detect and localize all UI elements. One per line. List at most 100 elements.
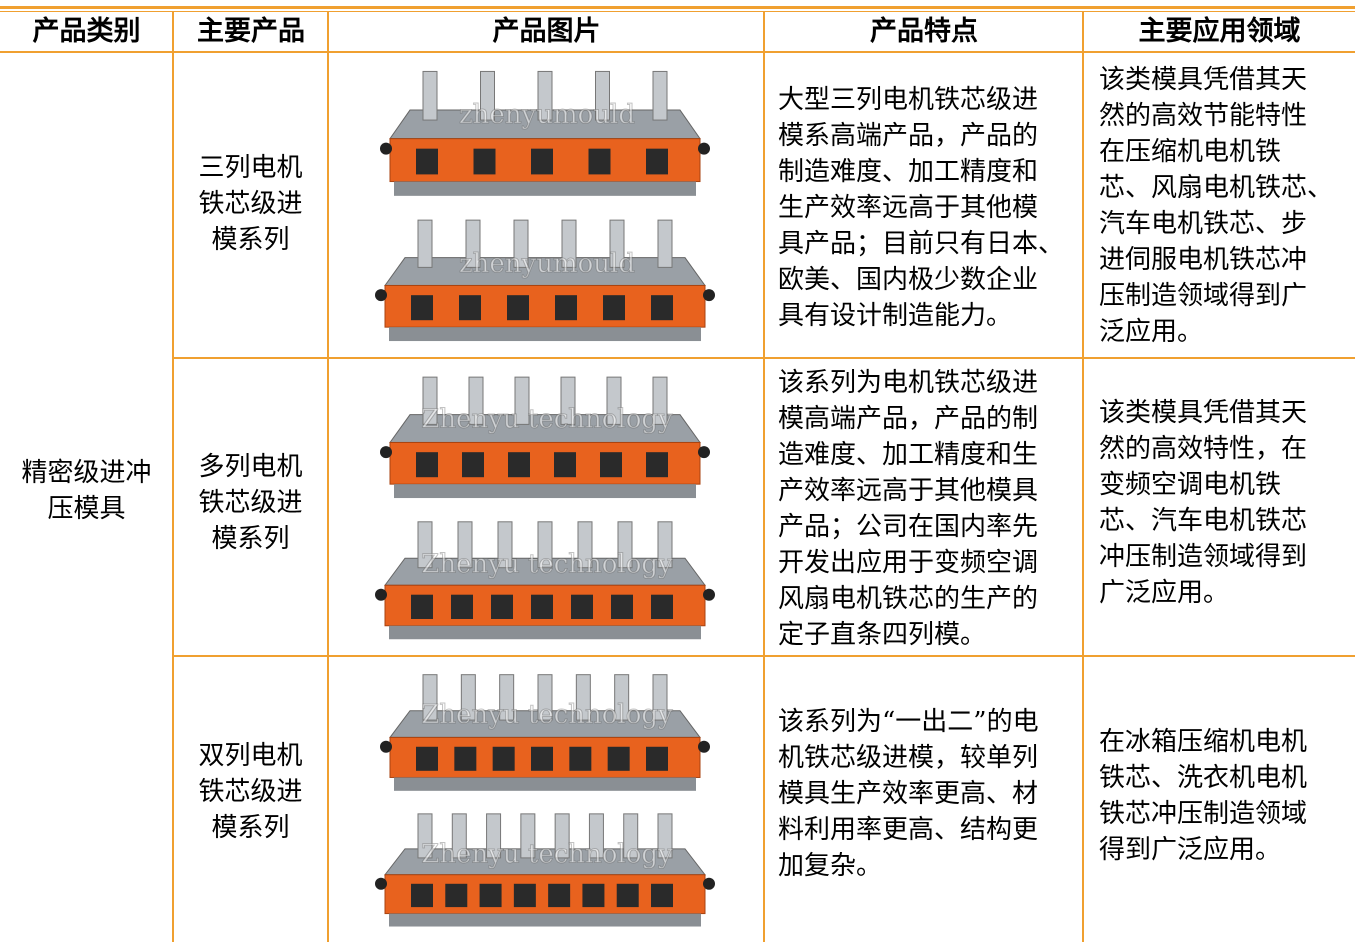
product-cell: 多列电机 铁芯级进 模系列: [173, 449, 328, 557]
die-part: [555, 295, 577, 321]
header-cell: 主要产品: [197, 16, 305, 47]
text-line: 芯、汽车电机铁芯: [1099, 506, 1308, 536]
die-part: [417, 813, 433, 859]
applications-cell: 该类模具凭借其天 然的高效特性，在 变频空调电机铁 芯、汽车电机铁芯 冲压制造领域得到广…: [1099, 395, 1355, 611]
watermark: zhenyumould: [459, 100, 635, 130]
die-part: [375, 877, 387, 890]
die-part: [703, 588, 715, 601]
die-part: [531, 746, 553, 771]
applications-cell: 该类模具凭借其天 然的高效节能特性 在压缩机电机铁 芯、风扇电机铁芯、 汽车电机铁芯、步…: [1099, 62, 1355, 350]
text-line: 产效率远高于其他模具: [778, 476, 1039, 506]
text-line: 铁芯冲压制造领域: [1099, 799, 1308, 829]
die-part: [575, 674, 591, 721]
die-part: [600, 452, 622, 478]
die-part: [554, 452, 576, 478]
die-part: [554, 813, 570, 859]
text-line: 具产品；目前只有日本、: [778, 229, 1065, 259]
die-part: [623, 813, 639, 859]
die-part: [394, 181, 696, 196]
die-part: [394, 484, 696, 499]
text-line: 三列电机: [198, 153, 303, 183]
text-line: 该类模具凭借其天: [1099, 65, 1308, 95]
die-part: [657, 813, 673, 859]
header-divider: [327, 12, 329, 52]
product-cell: 三列电机 铁芯级进 模系列: [173, 150, 328, 258]
die-part: [416, 148, 438, 175]
column-divider: [327, 52, 329, 942]
text-line: 在冰箱压缩机电机: [1099, 727, 1308, 757]
die-part: [497, 521, 513, 569]
die-part: [513, 883, 536, 908]
die-part: [457, 521, 473, 569]
header-cell: 产品特点: [870, 16, 978, 47]
header-cell: 产品类别: [32, 16, 141, 47]
text-line: 双列电机: [198, 741, 303, 771]
die-part: [652, 70, 668, 121]
column-divider: [1082, 52, 1084, 942]
die-part: [652, 674, 668, 721]
text-line: 汽车电机铁芯、步: [1099, 209, 1308, 239]
text-line: 在压缩机电机铁: [1099, 137, 1282, 167]
die-part: [513, 219, 529, 268]
die-part: [468, 376, 484, 425]
column-divider: [172, 52, 174, 942]
die-part: [380, 740, 392, 753]
die-part: [607, 746, 630, 771]
die-part: [531, 594, 553, 619]
text-line: 该系列为电机铁芯级进: [778, 368, 1039, 398]
die-part: [698, 142, 710, 155]
product-image: Zhenyu technology Zhenyu technology: [375, 376, 715, 640]
die-part: [560, 376, 576, 425]
text-line: 制造难度、加工精度和: [778, 157, 1039, 187]
row-divider: [173, 357, 1355, 359]
die-part: [657, 219, 673, 268]
die-part: [491, 594, 513, 619]
die-part: [480, 70, 495, 121]
text-line: 得到广泛应用。: [1099, 835, 1282, 865]
die-part: [411, 883, 433, 908]
text-line: 模系列: [211, 524, 290, 554]
die-part: [651, 883, 673, 908]
text-line: 精密级进冲: [21, 458, 152, 488]
die-part: [569, 746, 592, 771]
die-part: [531, 148, 553, 175]
die-part: [616, 883, 639, 908]
die-part: [380, 446, 392, 459]
features-cell: 该系列为电机铁芯级进 模高端产品，产品的制 造难度、加工精度和生 产效率远高于其他模具…: [778, 365, 1078, 653]
die-part: [652, 376, 668, 425]
top-rule: [0, 6, 1355, 9]
text-line: 然的高效特性，在: [1099, 434, 1308, 464]
product-image: Zhenyu technology Zhenyu technology: [375, 674, 715, 927]
text-line: 风扇电机铁芯的生产的: [778, 584, 1039, 614]
text-line: 模系列: [211, 813, 290, 843]
die-part: [577, 521, 593, 569]
text-line: 变频空调电机铁: [1099, 470, 1282, 500]
die-part: [571, 594, 593, 619]
text-line: 然的高效节能特性: [1099, 101, 1308, 131]
text-line: 产品；公司在国内率先: [778, 512, 1039, 542]
text-line: 铁芯级进: [198, 189, 303, 219]
die-part: [492, 746, 515, 771]
die-part: [462, 452, 484, 478]
die-part: [486, 813, 502, 859]
die-part: [514, 376, 530, 425]
die-part: [451, 813, 467, 859]
die-part: [582, 883, 605, 908]
top-rule-thin: [0, 11, 1355, 12]
features-cell: 大型三列电机铁芯级进 模系高端产品，产品的 制造难度、加工精度和 生产效率远高于其他模…: [778, 82, 1078, 334]
text-line: 压制造领域得到广: [1099, 281, 1308, 311]
text-line: 模系高端产品，产品的: [778, 121, 1039, 151]
die-part: [422, 674, 438, 721]
die-part: [417, 521, 433, 569]
applications-cell: 在冰箱压缩机电机 铁芯、洗衣机电机 铁芯冲压制造领域 得到广泛应用。: [1099, 724, 1355, 868]
text-line: 该系列为“一出二”的电: [778, 707, 1039, 737]
die-part: [657, 521, 673, 569]
text-line: 冲压制造领域得到: [1099, 542, 1308, 572]
die-part: [603, 295, 625, 321]
die-part: [595, 70, 610, 121]
die-part: [422, 70, 438, 121]
die-part: [651, 295, 673, 321]
die-part: [411, 295, 433, 321]
header-cell: 产品图片: [492, 16, 601, 47]
text-line: 具有设计制造能力。: [778, 301, 1013, 331]
